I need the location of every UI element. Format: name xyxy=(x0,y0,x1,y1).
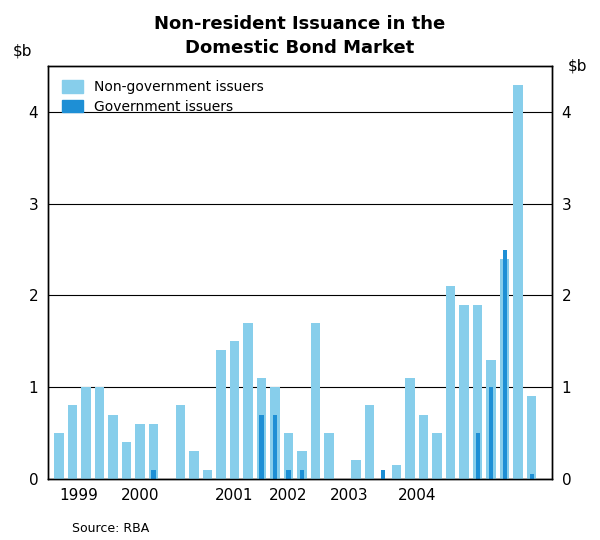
Y-axis label: $b: $b xyxy=(13,43,32,58)
Bar xyxy=(489,387,493,478)
Legend: Non-government issuers, Government issuers: Non-government issuers, Government issue… xyxy=(55,73,271,121)
Bar xyxy=(270,387,280,478)
Y-axis label: $b: $b xyxy=(568,58,587,73)
Bar xyxy=(151,469,155,478)
Bar xyxy=(243,323,253,478)
Bar xyxy=(135,424,145,478)
Bar xyxy=(259,415,263,478)
Bar xyxy=(514,85,523,478)
Bar xyxy=(122,442,131,478)
Bar xyxy=(503,249,507,478)
Bar xyxy=(325,433,334,478)
Bar xyxy=(476,433,480,478)
Bar xyxy=(284,433,293,478)
Bar xyxy=(433,433,442,478)
Bar xyxy=(176,406,185,478)
Bar xyxy=(527,396,536,478)
Bar xyxy=(406,378,415,478)
Bar xyxy=(81,387,91,478)
Bar xyxy=(95,387,104,478)
Bar xyxy=(460,305,469,478)
Bar xyxy=(216,350,226,478)
Bar xyxy=(68,406,77,478)
Bar xyxy=(352,461,361,478)
Bar xyxy=(487,360,496,478)
Bar xyxy=(365,406,374,478)
Bar xyxy=(203,469,212,478)
Bar xyxy=(392,465,401,478)
Bar xyxy=(530,474,534,478)
Bar xyxy=(446,286,455,478)
Bar xyxy=(311,323,320,478)
Bar xyxy=(273,415,277,478)
Bar xyxy=(419,415,428,478)
Bar xyxy=(257,378,266,478)
Bar xyxy=(286,469,290,478)
Title: Non-resident Issuance in the
Domestic Bond Market: Non-resident Issuance in the Domestic Bo… xyxy=(154,15,446,57)
Bar xyxy=(189,451,199,478)
Bar xyxy=(473,305,482,478)
Bar xyxy=(381,469,385,478)
Bar xyxy=(297,451,307,478)
Bar xyxy=(108,415,118,478)
Bar xyxy=(500,259,509,478)
Bar xyxy=(300,469,304,478)
Text: Source: RBA: Source: RBA xyxy=(72,522,149,535)
Bar xyxy=(149,424,158,478)
Bar xyxy=(230,341,239,478)
Bar xyxy=(54,433,64,478)
